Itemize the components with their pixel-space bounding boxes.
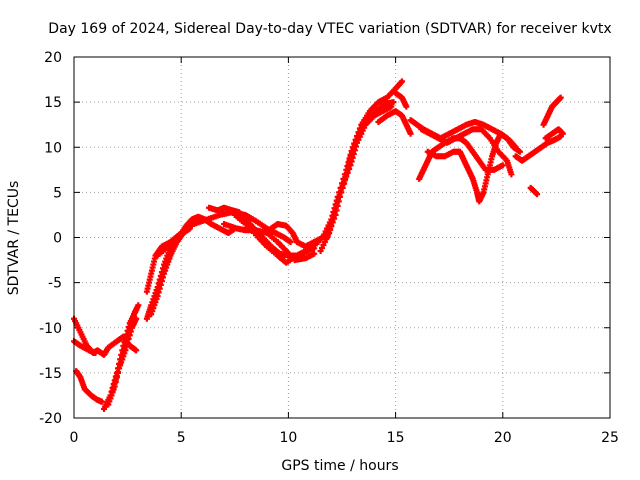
data-point [343, 173, 350, 180]
axis-ticks: 0 5 10 15 20 25 -20 -15 -10 -5 0 5 10 15 20 [39, 50, 619, 446]
y-tick-label: -15 [39, 366, 62, 382]
x-axis-label: GPS time / hours [281, 458, 398, 474]
data-point [287, 239, 294, 246]
data-point [390, 99, 397, 106]
data-point [340, 181, 347, 188]
data-point [311, 250, 318, 257]
x-tick-label: 15 [387, 430, 405, 446]
data-points [71, 78, 566, 412]
data-point [331, 215, 338, 222]
data-point [323, 234, 330, 241]
data-point [407, 130, 414, 137]
data-point [534, 191, 541, 198]
chart-title: Day 169 of 2024, Sidereal Day-to-day VTE… [48, 21, 611, 37]
y-tick-label: 10 [44, 140, 62, 156]
data-point [329, 219, 336, 226]
data-point [388, 103, 395, 110]
data-point [559, 130, 566, 137]
data-point [346, 166, 353, 173]
data-point [135, 302, 142, 309]
data-point [92, 350, 99, 357]
x-tick-label: 10 [279, 430, 297, 446]
grid-lines [74, 57, 610, 418]
y-axis-label: SDTVAR / TECUs [6, 181, 22, 296]
y-tick-label: 5 [53, 185, 62, 201]
data-point [339, 184, 345, 191]
x-tick-label: 25 [601, 430, 619, 446]
data-point [98, 398, 105, 405]
plot-frame [73, 56, 611, 419]
data-point [392, 90, 399, 97]
data-point [133, 315, 140, 322]
y-tick-label: 20 [44, 50, 62, 66]
y-tick-label: -5 [48, 276, 62, 292]
data-point [557, 94, 564, 101]
data-point [133, 347, 140, 354]
data-point [508, 171, 515, 178]
x-tick-label: 5 [177, 430, 186, 446]
y-tick-label: -10 [39, 321, 62, 337]
y-tick-label: 0 [53, 231, 62, 247]
data-point [516, 148, 523, 155]
x-tick-label: 0 [70, 430, 79, 446]
data-point [341, 177, 348, 184]
data-point [325, 230, 332, 237]
y-tick-label: 15 [44, 95, 62, 111]
data-point [326, 226, 333, 233]
y-tick-label: -20 [39, 411, 62, 427]
x-tick-label: 20 [494, 430, 512, 446]
data-point [344, 169, 351, 176]
data-point [399, 78, 406, 85]
data-point [328, 223, 335, 230]
data-point [499, 162, 506, 169]
